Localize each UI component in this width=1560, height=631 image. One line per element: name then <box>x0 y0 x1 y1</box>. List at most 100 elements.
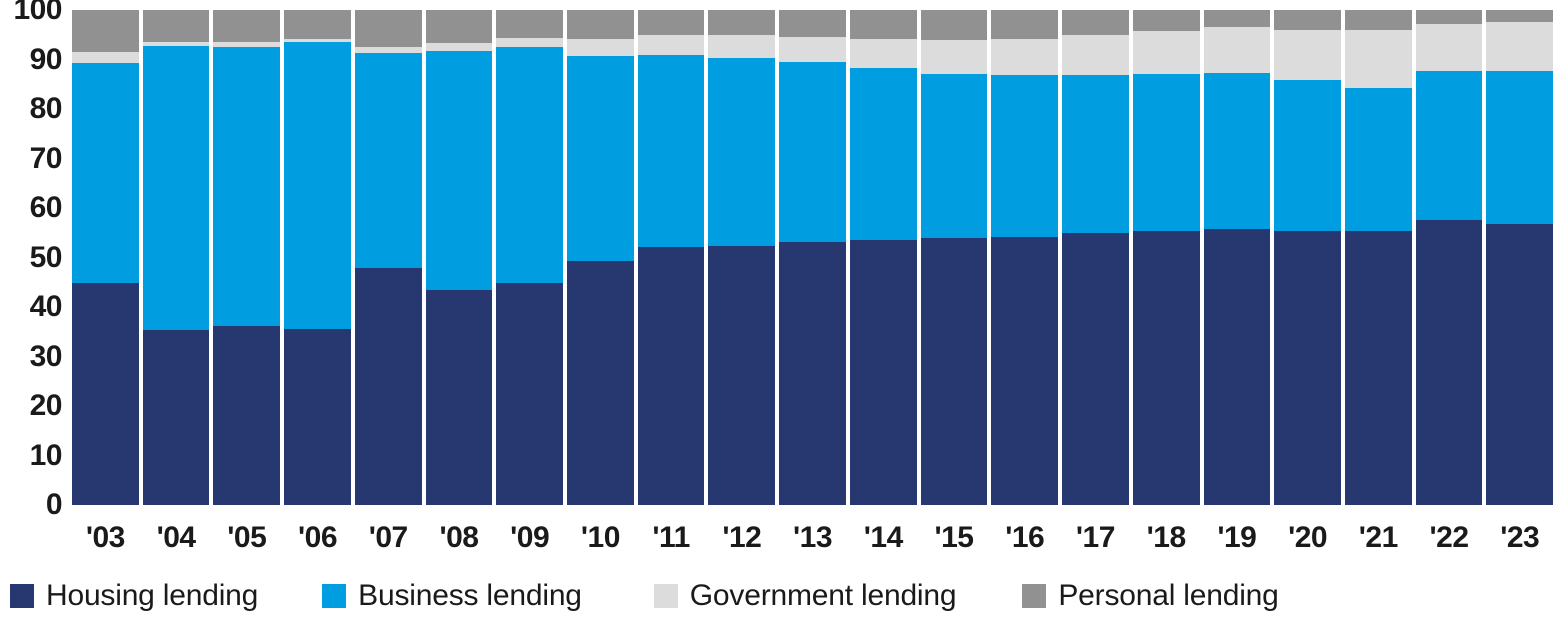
bar-column[interactable] <box>1344 10 1412 505</box>
bar-column[interactable] <box>920 10 988 505</box>
bar-segment-government-lending[interactable] <box>213 42 281 47</box>
bar-segment-business-lending[interactable] <box>1274 79 1341 232</box>
bar-segment-government-lending[interactable] <box>72 51 139 63</box>
bar-segment-government-lending[interactable] <box>1344 30 1412 88</box>
bar-segment-housing-lending[interactable] <box>284 329 351 505</box>
legend-item-business-lending[interactable]: Business lending <box>322 572 582 620</box>
bar-segment-personal-lending[interactable] <box>849 10 917 39</box>
bar-segment-housing-lending[interactable] <box>1274 231 1341 505</box>
bar-segment-housing-lending[interactable] <box>496 282 564 505</box>
bar-segment-government-lending[interactable] <box>849 38 917 68</box>
bar-segment-housing-lending[interactable] <box>72 283 139 505</box>
bar-segment-government-lending[interactable] <box>779 36 846 63</box>
bar-column[interactable] <box>1415 10 1483 505</box>
bar-segment-personal-lending[interactable] <box>213 10 281 43</box>
bar-segment-housing-lending[interactable] <box>849 240 917 505</box>
bar-segment-government-lending[interactable] <box>284 39 351 42</box>
bar-segment-housing-lending[interactable] <box>1062 233 1129 505</box>
bar-column[interactable] <box>637 10 705 505</box>
bar-segment-personal-lending[interactable] <box>284 10 351 40</box>
bar-segment-business-lending[interactable] <box>779 62 846 242</box>
bar-segment-government-lending[interactable] <box>1203 27 1271 73</box>
legend-item-government-lending[interactable]: Government lending <box>653 572 957 620</box>
bar-segment-business-lending[interactable] <box>708 58 776 246</box>
bar-segment-housing-lending[interactable] <box>1415 220 1483 505</box>
bar-segment-personal-lending[interactable] <box>1132 10 1200 31</box>
bar-column[interactable] <box>1062 10 1129 505</box>
bar-column[interactable] <box>991 10 1059 505</box>
bar-segment-business-lending[interactable] <box>142 46 210 331</box>
bar-segment-business-lending[interactable] <box>637 54 705 247</box>
bar-segment-government-lending[interactable] <box>1062 34 1129 75</box>
bar-segment-government-lending[interactable] <box>991 38 1059 75</box>
bar-segment-housing-lending[interactable] <box>1486 223 1554 505</box>
bar-column[interactable] <box>567 10 634 505</box>
bar-segment-housing-lending[interactable] <box>1132 230 1200 505</box>
bar-segment-government-lending[interactable] <box>920 40 988 74</box>
bar-segment-personal-lending[interactable] <box>142 10 210 42</box>
bar-column[interactable] <box>425 10 493 505</box>
bar-column[interactable] <box>213 10 281 505</box>
bar-segment-government-lending[interactable] <box>496 37 564 48</box>
bar-segment-business-lending[interactable] <box>849 67 917 241</box>
bar-segment-government-lending[interactable] <box>425 43 493 52</box>
bar-column[interactable] <box>142 10 210 505</box>
bar-segment-personal-lending[interactable] <box>1062 10 1129 35</box>
bar-segment-business-lending[interactable] <box>1415 70 1483 221</box>
bar-column[interactable] <box>708 10 776 505</box>
bar-column[interactable] <box>1203 10 1271 505</box>
bar-segment-business-lending[interactable] <box>72 62 139 284</box>
bar-segment-government-lending[interactable] <box>567 39 634 57</box>
bar-segment-personal-lending[interactable] <box>1486 10 1554 23</box>
bar-column[interactable] <box>849 10 917 505</box>
bar-column[interactable] <box>284 10 351 505</box>
bar-column[interactable] <box>72 10 139 505</box>
bar-segment-business-lending[interactable] <box>991 74 1059 238</box>
bar-segment-housing-lending[interactable] <box>1344 231 1412 505</box>
bar-segment-business-lending[interactable] <box>284 41 351 330</box>
bar-segment-housing-lending[interactable] <box>425 290 493 505</box>
bar-segment-personal-lending[interactable] <box>637 10 705 35</box>
bar-segment-housing-lending[interactable] <box>637 246 705 505</box>
bar-segment-personal-lending[interactable] <box>72 10 139 52</box>
bar-segment-business-lending[interactable] <box>920 73 988 239</box>
legend-item-personal-lending[interactable]: Personal lending <box>1022 572 1279 620</box>
bar-segment-government-lending[interactable] <box>1132 30 1200 74</box>
bar-segment-personal-lending[interactable] <box>1274 10 1341 30</box>
bar-column[interactable] <box>496 10 564 505</box>
bar-segment-business-lending[interactable] <box>1344 87 1412 232</box>
bar-segment-personal-lending[interactable] <box>1203 10 1271 28</box>
bar-segment-personal-lending[interactable] <box>1415 10 1483 25</box>
bar-segment-housing-lending[interactable] <box>567 260 634 505</box>
bar-column[interactable] <box>779 10 846 505</box>
bar-segment-housing-lending[interactable] <box>920 238 988 505</box>
bar-segment-personal-lending[interactable] <box>354 10 422 48</box>
bar-segment-personal-lending[interactable] <box>1344 10 1412 31</box>
bar-segment-personal-lending[interactable] <box>425 10 493 44</box>
bar-segment-housing-lending[interactable] <box>142 330 210 505</box>
bar-segment-housing-lending[interactable] <box>354 268 422 505</box>
bar-segment-personal-lending[interactable] <box>920 10 988 41</box>
bar-segment-business-lending[interactable] <box>496 47 564 283</box>
bar-segment-housing-lending[interactable] <box>708 245 776 505</box>
bar-segment-business-lending[interactable] <box>1132 73 1200 231</box>
bar-segment-personal-lending[interactable] <box>567 10 634 40</box>
bar-segment-government-lending[interactable] <box>708 34 776 59</box>
bar-segment-government-lending[interactable] <box>1415 24 1483 71</box>
bar-segment-housing-lending[interactable] <box>213 326 281 505</box>
legend-item-housing-lending[interactable]: Housing lending <box>10 572 258 620</box>
bar-segment-government-lending[interactable] <box>354 47 422 54</box>
bar-segment-business-lending[interactable] <box>1203 72 1271 229</box>
bar-segment-personal-lending[interactable] <box>779 10 846 37</box>
bar-segment-personal-lending[interactable] <box>708 10 776 35</box>
bar-segment-housing-lending[interactable] <box>779 241 846 505</box>
bar-segment-business-lending[interactable] <box>1062 74 1129 234</box>
bar-column[interactable] <box>1486 10 1554 505</box>
bar-segment-business-lending[interactable] <box>567 56 634 261</box>
bar-column[interactable] <box>1274 10 1341 505</box>
bar-segment-housing-lending[interactable] <box>991 237 1059 505</box>
bar-segment-government-lending[interactable] <box>142 41 210 47</box>
bar-segment-business-lending[interactable] <box>213 46 281 327</box>
bar-column[interactable] <box>1132 10 1200 505</box>
bar-segment-personal-lending[interactable] <box>991 10 1059 39</box>
